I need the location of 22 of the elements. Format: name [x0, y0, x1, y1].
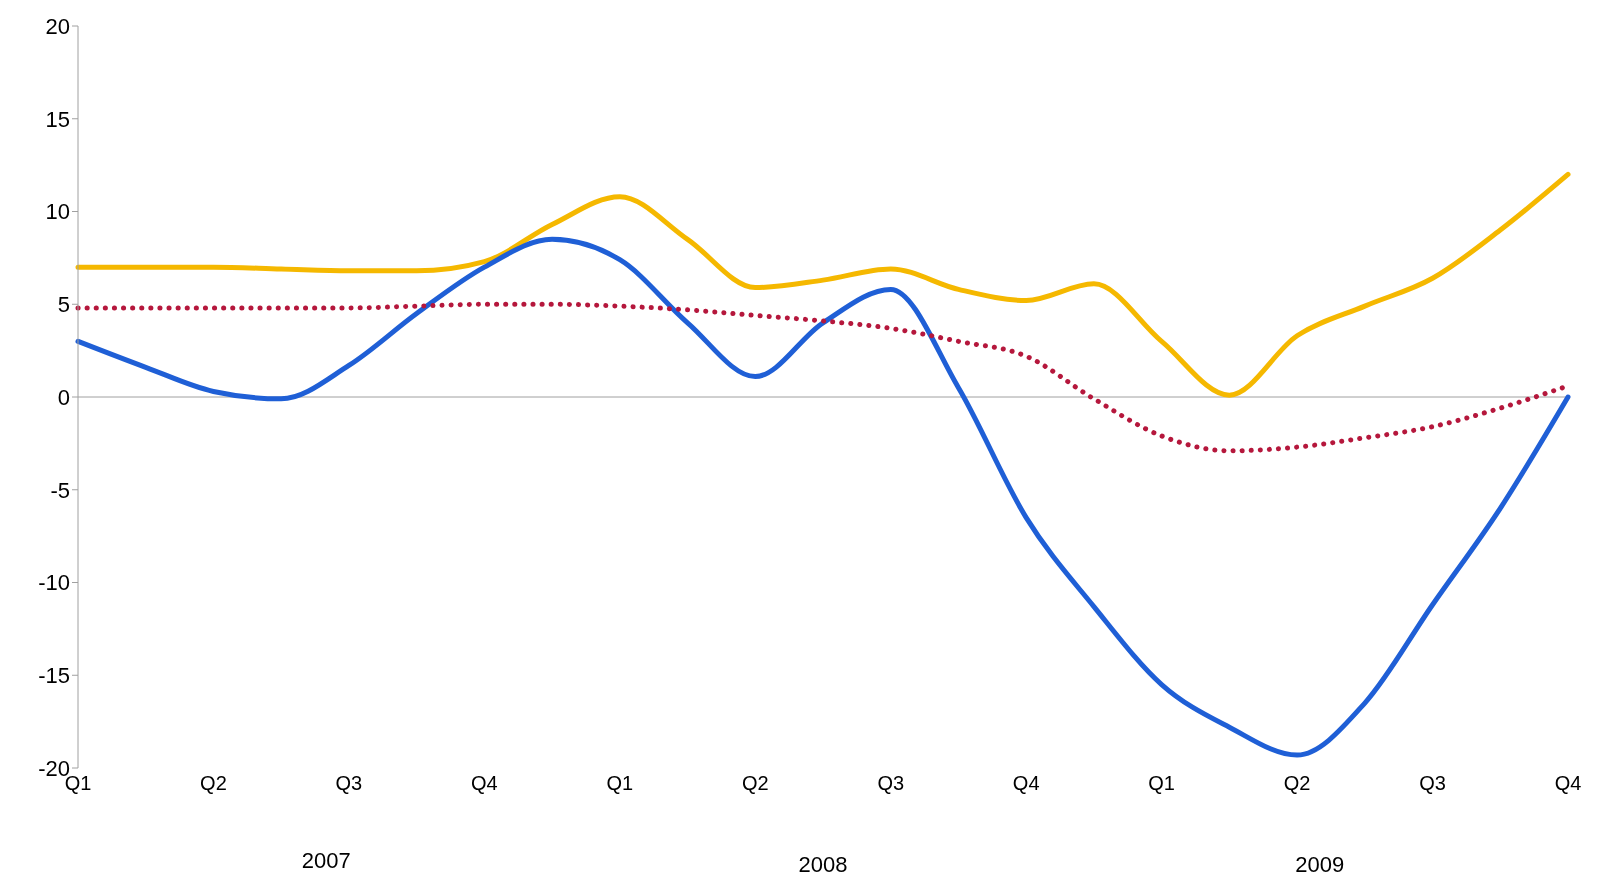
text: 2008	[797, 852, 849, 878]
x-tick-label: Q3	[1419, 772, 1446, 795]
y-tick-label: 15	[45, 106, 70, 132]
x-tick-label: Q4	[471, 772, 498, 795]
text: 2007	[300, 848, 352, 874]
y-tick-label: 5	[57, 292, 70, 318]
y-tick-label: -15	[38, 663, 70, 689]
x-tick-label: Q4	[1554, 772, 1582, 795]
text: 2009	[1294, 852, 1346, 878]
y-tick-label: -10	[38, 570, 70, 596]
x-tick-label: Q3	[335, 772, 363, 795]
y-tick-label: 20	[45, 13, 70, 39]
x-tick-label: Q1	[606, 772, 634, 795]
y-tick-label: 10	[45, 199, 70, 225]
y-tick-label: -5	[50, 477, 70, 503]
x-tick-label: Q2	[741, 772, 769, 795]
x-tick-label: Q2	[1283, 772, 1311, 795]
y-tick-label: 0	[57, 384, 70, 410]
x-tick-label: Q1	[1148, 772, 1175, 795]
x-tick-label: Q3	[877, 772, 905, 795]
x-tick-label: Q4	[1012, 772, 1040, 795]
x-tick-label: Q2	[200, 772, 227, 795]
